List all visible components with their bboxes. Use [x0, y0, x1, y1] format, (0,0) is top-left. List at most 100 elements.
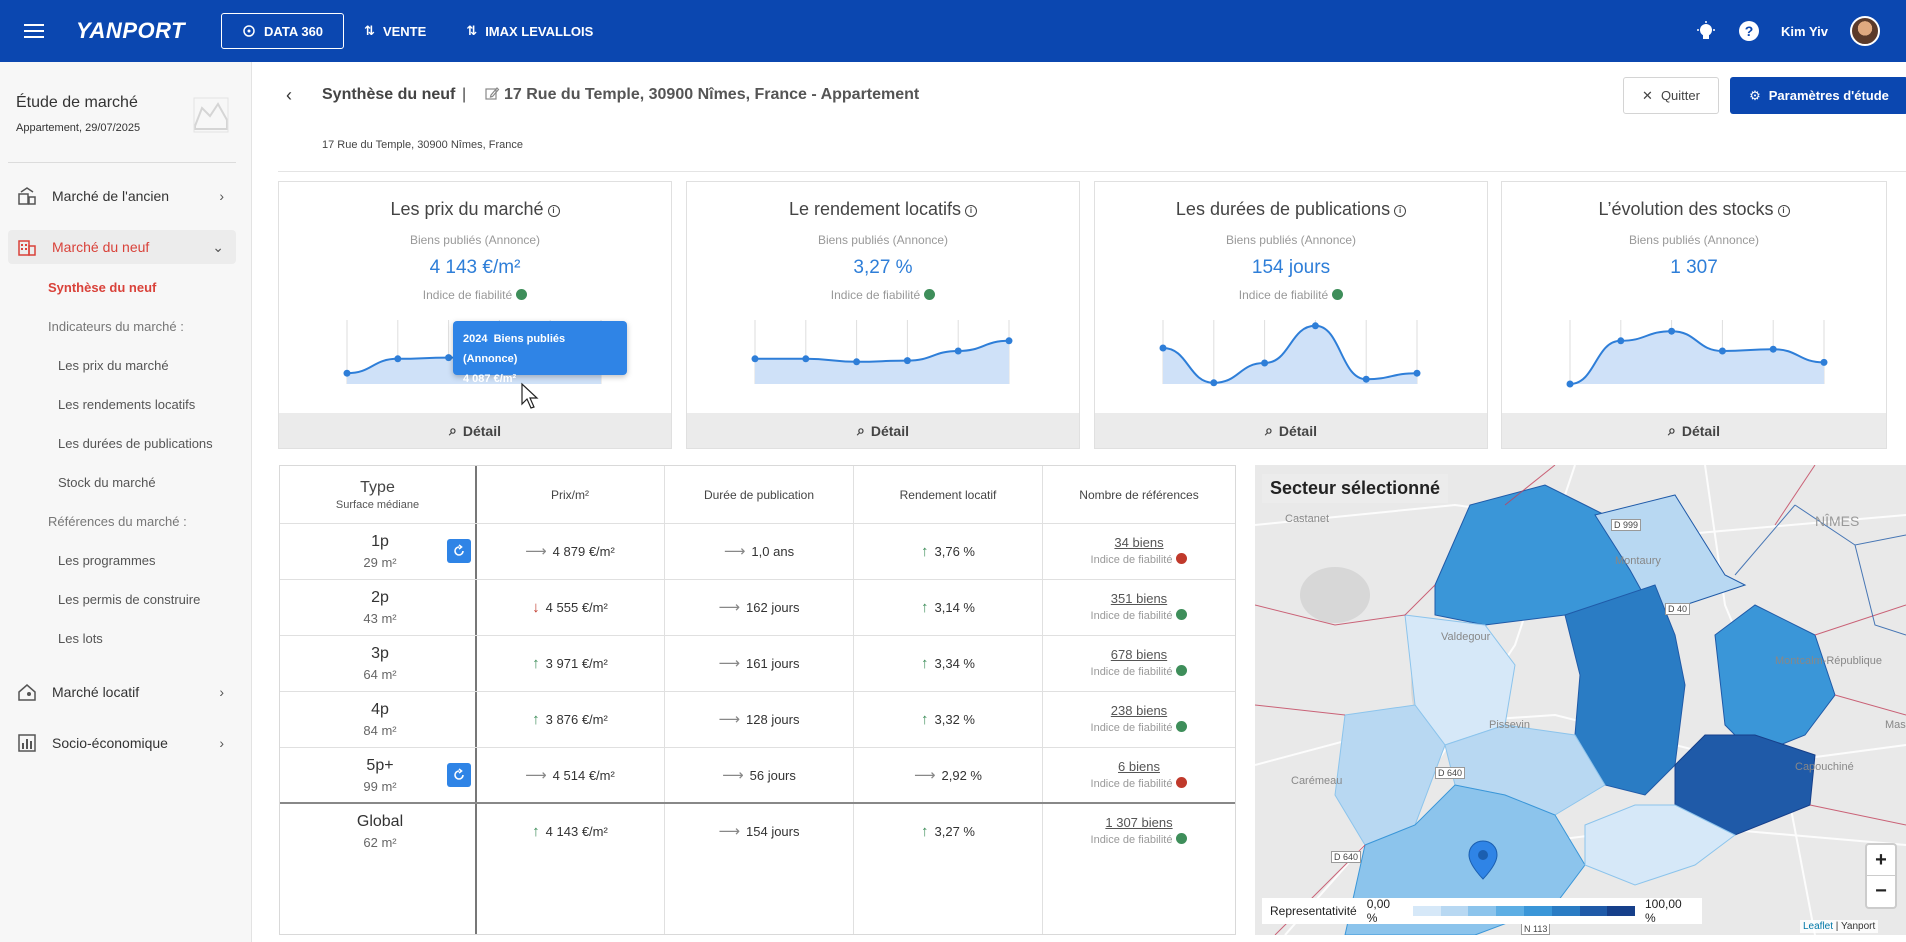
references-link[interactable]: 1 307 biens	[1105, 815, 1173, 830]
card-subtitle: Biens publiés (Annonce)	[409, 233, 541, 247]
row-surface: 29 m²	[363, 555, 397, 570]
row-duree: ⟶ 162 jours	[718, 599, 800, 616]
market-summary-table: Type Surface médiane Prix/m² Durée de pu…	[279, 465, 1236, 935]
map-canvas[interactable]	[1255, 465, 1906, 935]
refresh-button[interactable]	[447, 763, 471, 787]
card-title: Les prix du marché i	[279, 199, 671, 220]
sidebar-sub-synthese[interactable]: Synthèse du neuf	[48, 280, 157, 295]
sidebar-item-marche-locatif[interactable]: Marché locatif ›	[8, 675, 236, 709]
sidebar-sub-lots[interactable]: Les lots	[58, 631, 103, 646]
page-title: Synthèse du neuf	[322, 86, 456, 103]
kpi-card-prix: Les prix du marché i Biens publiés (Annon…	[278, 181, 672, 449]
card-value: 1 307	[1670, 257, 1718, 278]
user-name[interactable]: Kim Yiv	[1781, 23, 1828, 39]
header-references: Nombre de références	[1079, 487, 1199, 502]
sector-map[interactable]: NÎMES Castanet Montaury Valdegour Pissev…	[1255, 465, 1906, 935]
row-prix: ↑ 4 143 €/m²	[532, 822, 608, 840]
sparkline-chart	[1566, 320, 1828, 388]
trend-up-icon: ↑	[532, 654, 540, 672]
map-outline-icon	[193, 97, 229, 133]
refresh-button[interactable]	[447, 539, 471, 563]
study-sub-address: 17 Rue du Temple, 30900 Nîmes, France	[322, 139, 523, 151]
quit-button[interactable]: ✕ Quitter	[1623, 77, 1719, 114]
row-surface: 99 m²	[363, 779, 397, 794]
trend-up-icon: ↑	[921, 542, 929, 560]
kpi-card-stocks: L’évolution des stocks i Biens publiés (A…	[1501, 181, 1887, 449]
header-divider	[278, 171, 1906, 172]
sparkline-point	[394, 355, 402, 363]
detail-button[interactable]: ⌕ Détail	[687, 413, 1079, 448]
detail-button[interactable]: ⌕ Détail	[1502, 413, 1886, 448]
row-rendement: ⟶ 2,92 %	[914, 767, 982, 784]
nav-imax-button[interactable]: ⇅ IMAX LEVALLOIS	[446, 13, 613, 49]
reliability-index: Indice de fiabilité	[1095, 288, 1487, 302]
back-arrow-icon[interactable]: ‹	[286, 85, 292, 105]
menu-icon[interactable]	[24, 24, 54, 38]
zoom-in-button[interactable]: +	[1867, 845, 1895, 876]
sidebar-sub-durees[interactable]: Les durées de publications	[58, 436, 213, 451]
sidebar-sub-prix[interactable]: Les prix du marché	[58, 358, 169, 373]
zoom-out-button[interactable]: −	[1875, 880, 1887, 902]
references-link[interactable]: 678 biens	[1110, 647, 1168, 662]
sidebar-group-indicateurs: Indicateurs du marché :	[48, 319, 184, 334]
sidebar-item-label: Socio-économique	[52, 735, 168, 751]
sidebar-item-label: Marché locatif	[52, 684, 140, 700]
row-duree: ⟶ 56 jours	[722, 767, 796, 784]
trend-up-icon: ↑	[921, 654, 929, 672]
reliability-dot	[1176, 777, 1188, 788]
info-icon[interactable]: i	[965, 205, 978, 217]
chevron-right-icon: ›	[219, 735, 224, 751]
legend-swatch	[1440, 906, 1469, 916]
kpi-card-durees: Les durées de publications i Biens publié…	[1094, 181, 1488, 449]
sparkline-point	[1311, 322, 1319, 330]
detail-button[interactable]: ⌕ Détail	[1095, 413, 1487, 448]
reliability-dot	[1176, 721, 1188, 732]
nav-data360-button[interactable]: DATA 360	[221, 13, 345, 49]
references-link[interactable]: 238 biens	[1110, 703, 1168, 718]
reliability-index: Indice de fiabilité	[1049, 721, 1229, 734]
zoom-list-icon: ⌕	[449, 422, 457, 438]
references-link[interactable]: 351 biens	[1110, 591, 1168, 606]
legend-swatch	[1607, 906, 1636, 916]
trend-right-icon: ⟶	[525, 767, 547, 784]
sparkline-area	[1163, 325, 1417, 384]
detail-button[interactable]: ⌕ Détail	[279, 413, 671, 448]
lightbulb-icon[interactable]	[1695, 20, 1717, 42]
references-link[interactable]: 6 biens	[1118, 759, 1160, 774]
nav-vente-button[interactable]: ⇅ VENTE	[344, 13, 446, 49]
sidebar-item-marche-neuf[interactable]: Marché du neuf ⌄	[8, 230, 236, 264]
refresh-icon	[454, 768, 464, 780]
road-label: D 640	[1435, 767, 1466, 779]
trend-up-icon: ↑	[532, 710, 540, 728]
sparkline-point	[1617, 337, 1625, 345]
row-type: Global	[356, 813, 404, 830]
card-value: 154 jours	[1251, 257, 1331, 278]
map-label: Montaury	[1615, 555, 1661, 567]
map-label: NÎMES	[1815, 513, 1860, 529]
arrows-icon: ⇅	[364, 23, 375, 38]
edit-icon[interactable]	[484, 86, 500, 102]
sidebar-item-socio-economique[interactable]: Socio-économique ›	[8, 726, 236, 760]
info-icon[interactable]: i	[1777, 205, 1790, 217]
help-icon[interactable]: ?	[1739, 21, 1760, 41]
map-label: Mas	[1885, 719, 1906, 731]
sparkline-point	[802, 355, 810, 363]
leaflet-link[interactable]: Leaflet	[1803, 921, 1834, 932]
study-address: 17 Rue du Temple, 30900 Nîmes, France - …	[504, 86, 920, 103]
avatar[interactable]	[1850, 16, 1880, 46]
map-legend: Representativité 0,00 % 100,00 %	[1262, 897, 1702, 925]
legend-swatch	[1412, 906, 1441, 916]
info-icon[interactable]: i	[1394, 205, 1407, 217]
row-prix: ⟶ 4 514 €/m²	[525, 767, 615, 784]
info-icon[interactable]: i	[547, 205, 560, 217]
card-title: L’évolution des stocks i	[1502, 199, 1886, 220]
references-link[interactable]: 34 biens	[1114, 535, 1164, 550]
sidebar-sub-stock[interactable]: Stock du marché	[58, 475, 156, 490]
sidebar-item-marche-ancien[interactable]: Marché de l'ancien ›	[8, 179, 236, 213]
sidebar-sub-programmes[interactable]: Les programmes	[58, 553, 156, 568]
sidebar-sub-rendements[interactable]: Les rendements locatifs	[58, 397, 196, 412]
sidebar-sub-permis[interactable]: Les permis de construire	[58, 592, 201, 607]
study-settings-button[interactable]: ⚙ Paramètres d'étude	[1730, 77, 1906, 114]
building-icon	[16, 236, 38, 258]
study-subtitle: Appartement, 29/07/2025	[16, 122, 141, 134]
